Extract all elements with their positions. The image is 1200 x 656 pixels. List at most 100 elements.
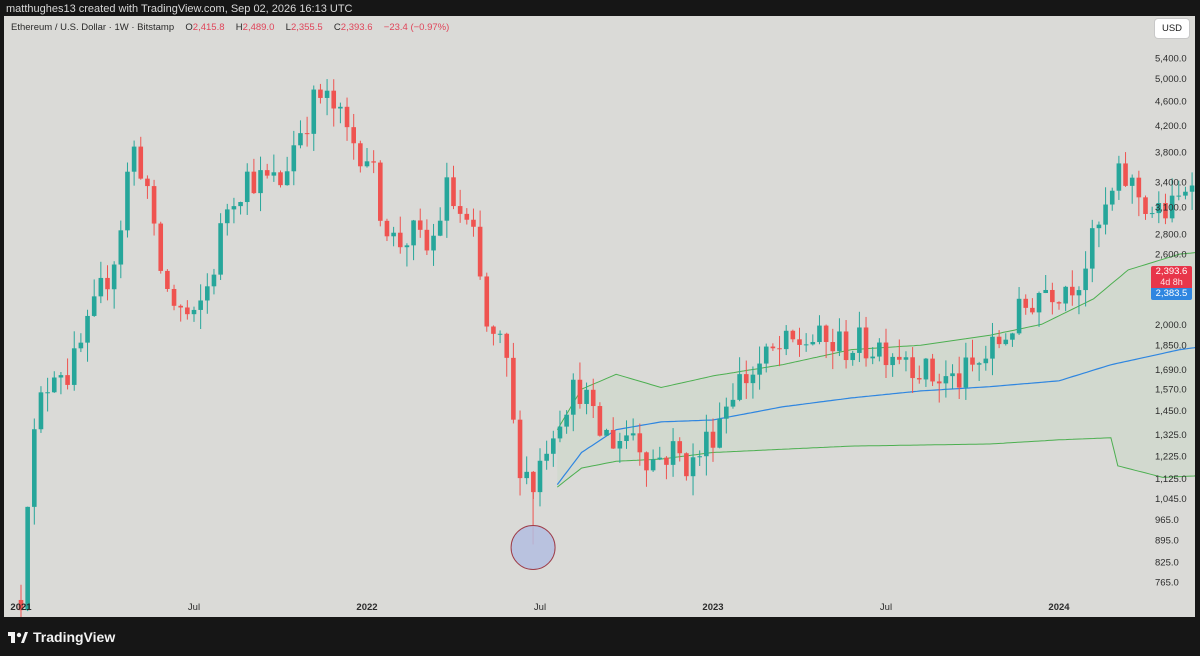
candle-body xyxy=(151,186,157,224)
candle-body xyxy=(903,357,909,360)
candle-body xyxy=(351,127,356,144)
candle-body xyxy=(557,426,563,439)
candle-body xyxy=(38,392,44,430)
candle-body xyxy=(464,213,470,220)
y-tick-label: 4,200.0 xyxy=(1155,121,1187,132)
y-tick-label: 1,325.0 xyxy=(1155,430,1187,441)
candle-body xyxy=(936,381,942,384)
candle-body xyxy=(444,177,450,221)
candle-body xyxy=(358,143,363,167)
candle-body xyxy=(1156,203,1162,214)
candle-body xyxy=(624,435,629,442)
brand-name: TradingView xyxy=(33,629,116,645)
candle-body xyxy=(843,331,849,361)
candle-body xyxy=(830,342,836,352)
candle-body xyxy=(457,206,463,214)
x-tick-label: Jul xyxy=(534,602,546,613)
candle-body xyxy=(384,220,390,237)
candle-body xyxy=(284,171,290,186)
candle-body xyxy=(730,399,736,407)
price-chart-svg[interactable]: 5,400.0 5,000.0 4,600.0 4,200.0 3,800.0 3,400… xyxy=(4,16,1195,617)
candle-body xyxy=(976,363,982,365)
candle-body xyxy=(963,357,969,388)
candle-body xyxy=(264,170,270,176)
candle-body xyxy=(1083,268,1088,291)
candle-body xyxy=(597,406,603,436)
y-tick-label: 5,400.0 xyxy=(1155,54,1187,65)
candle-body xyxy=(870,356,875,359)
candle-body xyxy=(91,296,97,316)
candle-body xyxy=(1136,177,1142,198)
y-tick-label: 1,450.0 xyxy=(1155,406,1187,417)
candle-body xyxy=(411,220,416,246)
candle-body xyxy=(224,209,230,224)
currency-button[interactable]: USD xyxy=(1155,19,1189,38)
candle-body xyxy=(650,459,656,471)
candle-body xyxy=(1189,185,1195,192)
candle-body xyxy=(278,172,283,186)
candle-body xyxy=(677,441,683,454)
candle-body xyxy=(491,326,496,334)
candle-body xyxy=(570,379,576,415)
candle-body xyxy=(98,277,104,297)
candle-body xyxy=(484,276,490,327)
candle-body xyxy=(797,339,802,345)
candle-body xyxy=(750,374,756,384)
candle-body xyxy=(258,170,263,194)
candle-body xyxy=(378,162,383,221)
lower-band-line xyxy=(556,437,1195,488)
candle-body xyxy=(990,336,995,359)
candle-body xyxy=(590,389,596,407)
candle-body xyxy=(531,471,536,493)
candle-body xyxy=(1143,197,1148,214)
y-tick-label: 3,100.0 xyxy=(1155,202,1187,213)
candle-body xyxy=(644,452,649,471)
candle-body xyxy=(218,223,223,275)
candle-body xyxy=(185,307,190,315)
candle-body xyxy=(45,392,50,394)
candle-body xyxy=(125,171,130,231)
candle-body xyxy=(138,146,144,179)
candle-body xyxy=(497,333,503,335)
y-tick-label: 1,045.0 xyxy=(1155,494,1187,505)
candle-body xyxy=(311,89,317,134)
open-key: O xyxy=(185,22,193,33)
candle-body xyxy=(105,277,110,290)
candle-body xyxy=(318,89,323,98)
y-tick-label: 2,800.0 xyxy=(1155,230,1187,241)
candle-body xyxy=(304,133,310,135)
chart-panel[interactable]: 5,400.0 5,000.0 4,600.0 4,200.0 3,800.0 3,400… xyxy=(4,16,1195,617)
symbol-name: Ethereum / U.S. Dollar · 1W · Bitstamp xyxy=(11,22,175,33)
candle-body xyxy=(1003,339,1009,345)
candle-body xyxy=(417,220,423,230)
candle-body xyxy=(1023,298,1029,308)
candle-body xyxy=(1109,190,1115,205)
candle-body xyxy=(737,374,742,400)
change-value: −23.4 (−0.97%) xyxy=(383,22,450,33)
candle-body xyxy=(863,327,869,359)
y-tick-label: 1,225.0 xyxy=(1155,451,1187,462)
candle-body xyxy=(803,344,809,346)
candle-body xyxy=(158,223,164,271)
candle-body xyxy=(857,327,862,353)
candle-body xyxy=(717,418,722,448)
candle-body xyxy=(850,352,856,361)
x-tick-label: Jul xyxy=(880,602,892,613)
candle-body xyxy=(657,457,663,460)
candle-body xyxy=(171,288,177,306)
last-price-tag: 2,393.6 4d 8h xyxy=(1151,266,1192,288)
candle-body xyxy=(231,206,237,210)
tradingview-brand: TradingView xyxy=(8,627,115,647)
candle-body xyxy=(910,357,915,379)
candle-body xyxy=(897,356,902,360)
candle-body xyxy=(397,232,403,248)
candle-body xyxy=(923,358,929,380)
candle-body xyxy=(664,457,669,465)
candle-body xyxy=(630,433,636,436)
candle-body xyxy=(118,230,124,265)
candle-body xyxy=(364,161,370,167)
candle-body xyxy=(18,599,24,611)
candle-body xyxy=(1036,293,1042,313)
candle-body xyxy=(424,229,430,251)
candle-body xyxy=(1149,213,1155,215)
